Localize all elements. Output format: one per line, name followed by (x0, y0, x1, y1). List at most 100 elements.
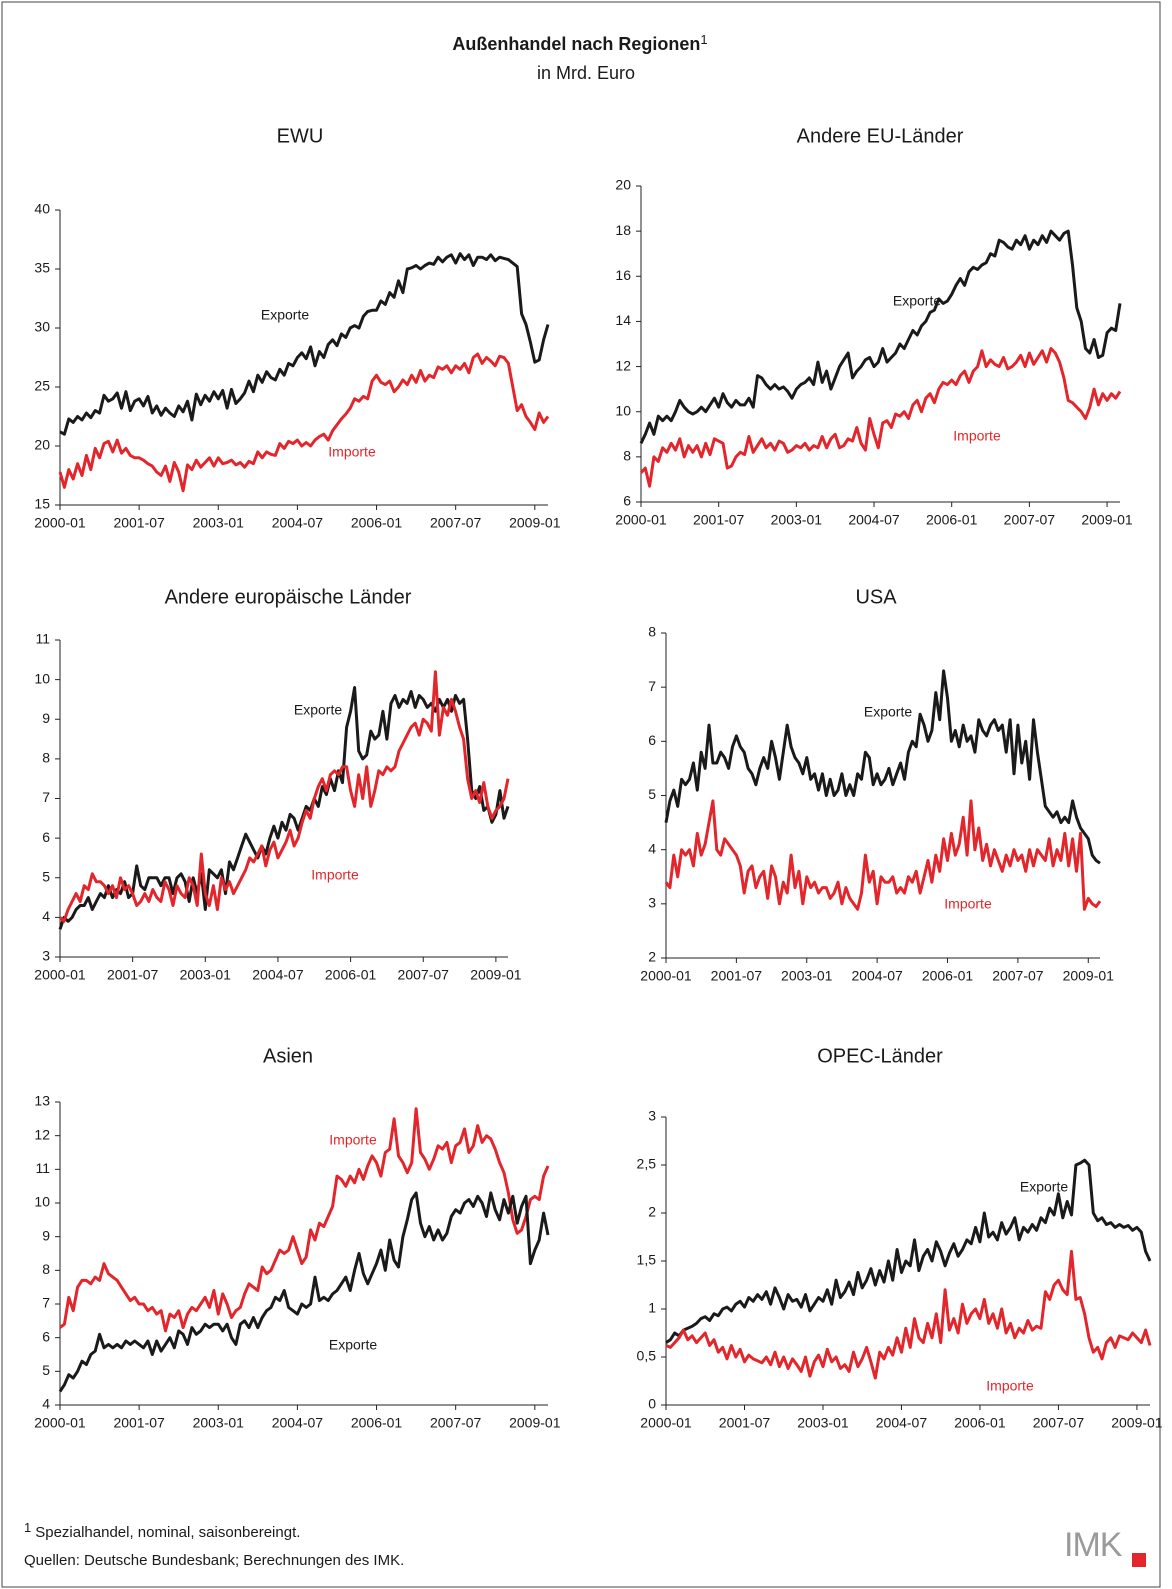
y-tick-label: 6 (42, 829, 50, 845)
y-tick-label: 14 (615, 312, 631, 328)
footnote-marker: 1 (24, 1520, 31, 1535)
x-tick-label: 2000-01 (640, 1415, 692, 1431)
series-label: Exporte (893, 293, 941, 309)
footnote-text: Spezialhandel, nominal, saisonbereingt. (35, 1524, 300, 1541)
series-line (58, 352, 550, 493)
page-title: Außenhandel nach Regionen (452, 34, 700, 54)
y-tick-label: 11 (35, 631, 50, 647)
y-tick-label: 4 (648, 840, 656, 856)
chart-title: USA (855, 586, 897, 608)
x-tick-label: 2009-01 (470, 967, 522, 983)
x-tick-label: 2001-07 (113, 1415, 165, 1431)
x-tick-label: 2007-07 (992, 968, 1044, 984)
y-tick-label: 1,5 (637, 1252, 657, 1268)
y-tick-label: 15 (34, 496, 50, 512)
x-tick-label: 2006-01 (926, 512, 978, 528)
x-tick-label: 2003-01 (193, 515, 245, 531)
y-tick-label: 0 (648, 1396, 656, 1412)
source: Quellen: Deutsche Bundesbank; Berechnung… (24, 1552, 404, 1569)
y-tick-label: 6 (42, 1328, 50, 1344)
logo: IMK (1064, 1526, 1123, 1564)
x-tick-label: 2000-01 (34, 967, 86, 983)
series-label: Importe (329, 1132, 377, 1148)
y-tick-label: 2,5 (637, 1156, 657, 1172)
x-tick-label: 2004-07 (252, 967, 304, 983)
series-line (665, 1158, 1152, 1344)
series-line (59, 1107, 550, 1333)
y-tick-label: 5 (648, 786, 656, 802)
x-tick-label: 2006-01 (954, 1415, 1006, 1431)
x-tick-label: 2009-01 (509, 1415, 561, 1431)
x-tick-label: 2009-01 (1081, 512, 1133, 528)
y-tick-label: 7 (648, 678, 656, 694)
y-tick-label: 8 (648, 624, 656, 640)
x-tick-label: 2006-01 (351, 1415, 403, 1431)
chart-title: Andere europäische Länder (165, 586, 412, 608)
x-tick-label: 2007-07 (430, 1415, 482, 1431)
y-tick-label: 16 (615, 267, 631, 283)
x-tick-label: 2006-01 (325, 967, 377, 983)
x-tick-label: 2003-01 (180, 967, 232, 983)
series-label: Importe (944, 896, 992, 912)
x-tick-label: 2001-07 (113, 515, 165, 531)
series-label: Exporte (329, 1337, 377, 1353)
y-tick-label: 30 (34, 319, 50, 335)
logo-square (1132, 1553, 1146, 1567)
series-label: Exporte (1020, 1179, 1068, 1195)
x-tick-label: 2000-01 (34, 515, 86, 531)
x-tick-label: 2001-07 (107, 967, 159, 983)
x-tick-label: 2004-07 (272, 1415, 324, 1431)
x-tick-label: 2009-01 (1111, 1415, 1163, 1431)
y-tick-label: 9 (42, 1227, 50, 1243)
x-tick-label: 2001-07 (711, 968, 763, 984)
series-line (664, 669, 1101, 865)
x-tick-label: 2000-01 (615, 512, 667, 528)
x-tick-label: 2009-01 (1063, 968, 1115, 984)
x-tick-label: 2006-01 (922, 968, 974, 984)
x-tick-label: 2003-01 (193, 1415, 245, 1431)
y-tick-label: 6 (623, 493, 631, 509)
y-tick-label: 6 (648, 732, 656, 748)
series-label: Exporte (294, 702, 342, 718)
series-label: Importe (311, 867, 359, 883)
y-tick-label: 10 (615, 402, 631, 418)
y-tick-label: 20 (615, 177, 631, 193)
y-tick-label: 8 (42, 750, 50, 766)
y-tick-label: 4 (42, 1396, 50, 1412)
y-tick-label: 20 (34, 437, 50, 453)
x-tick-label: 2003-01 (771, 512, 823, 528)
x-tick-label: 2007-07 (430, 515, 482, 531)
series-label: Exporte (261, 307, 309, 323)
series-line (59, 252, 550, 436)
x-tick-label: 2000-01 (34, 1415, 86, 1431)
chart-title: Andere EU-Länder (797, 125, 964, 147)
x-tick-label: 2000-01 (640, 968, 692, 984)
series-line (665, 1249, 1152, 1380)
y-tick-label: 5 (42, 868, 50, 884)
series-line (58, 670, 510, 923)
x-tick-label: 2004-07 (272, 515, 324, 531)
x-tick-label: 2007-07 (398, 967, 450, 983)
chart-title: EWU (277, 125, 324, 147)
x-tick-label: 2007-07 (1033, 1415, 1085, 1431)
chart-title: Asien (263, 1045, 313, 1067)
y-tick-label: 12 (615, 357, 631, 373)
y-tick-label: 25 (34, 378, 50, 394)
y-tick-label: 18 (615, 222, 631, 238)
y-tick-label: 7 (42, 1295, 50, 1311)
x-tick-label: 2006-01 (351, 515, 403, 531)
y-tick-label: 8 (623, 448, 631, 464)
y-tick-label: 4 (42, 908, 50, 924)
chart-title: OPEC-Länder (817, 1045, 943, 1067)
y-tick-label: 10 (34, 1194, 50, 1210)
y-tick-label: 3 (648, 895, 656, 911)
y-tick-label: 10 (34, 670, 50, 686)
y-tick-label: 3 (42, 948, 50, 964)
series-label: Importe (986, 1378, 1034, 1394)
x-tick-label: 2004-07 (876, 1415, 928, 1431)
series-label: Importe (953, 428, 1001, 444)
y-tick-label: 8 (42, 1261, 50, 1277)
x-tick-label: 2007-07 (1004, 512, 1056, 528)
y-tick-label: 2 (648, 1204, 656, 1220)
